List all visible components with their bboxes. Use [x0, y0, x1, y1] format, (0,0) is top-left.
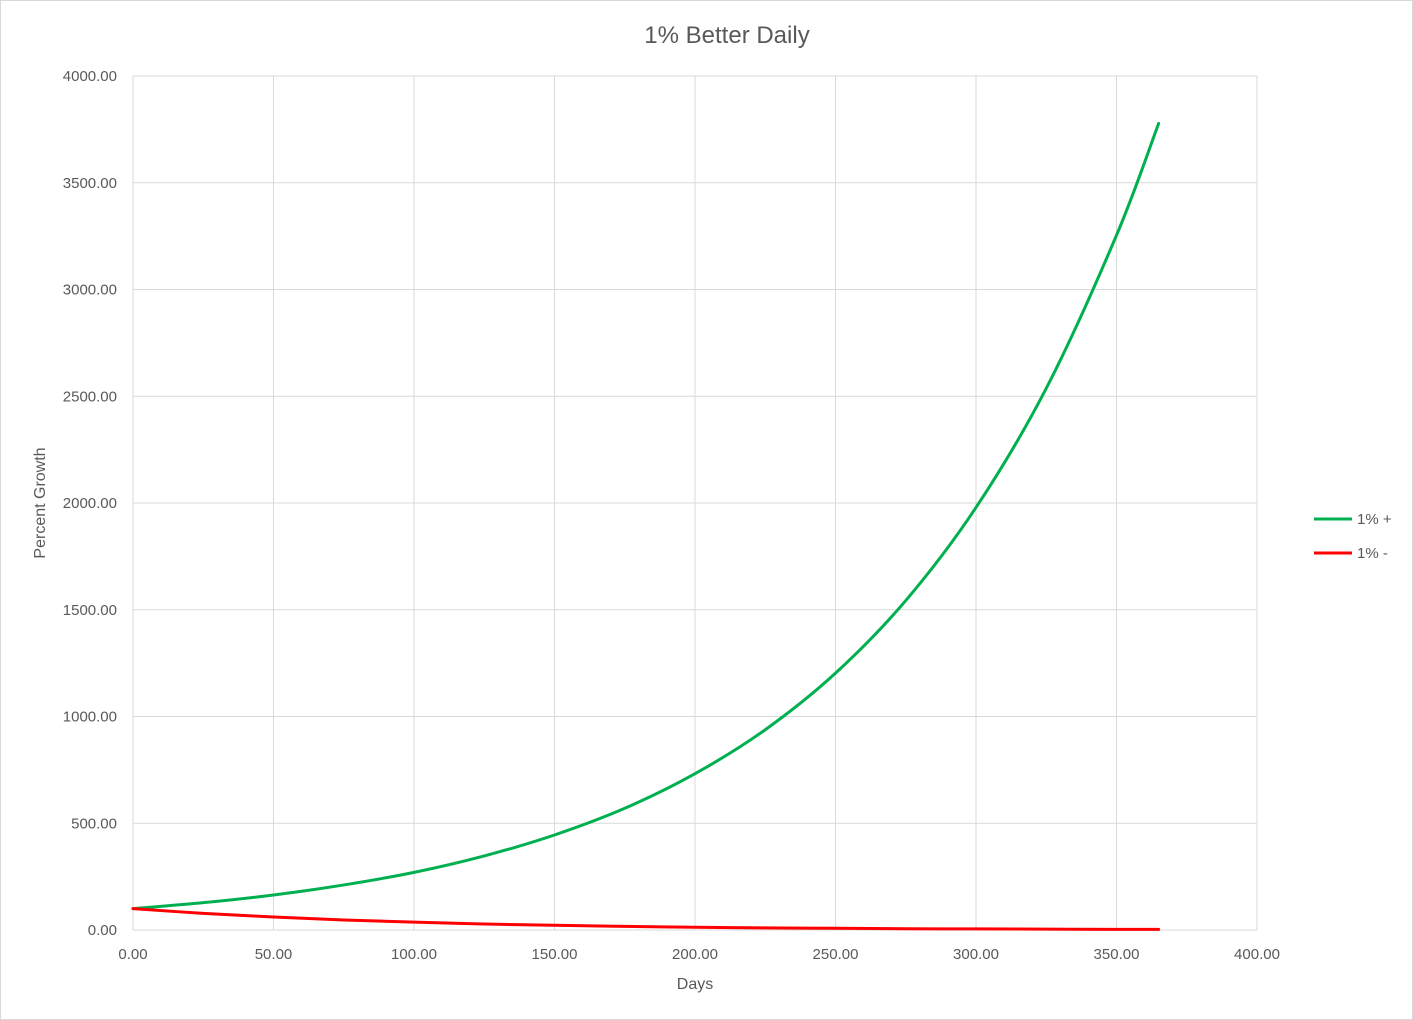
x-tick-label: 400.00 [1234, 946, 1280, 963]
grid-layer [132, 75, 1258, 931]
x-tick-label: 50.00 [255, 946, 293, 963]
y-tick-label: 3000.00 [63, 282, 117, 299]
y-tick-label: 3500.00 [63, 175, 117, 192]
y-axis-title: Percent Growth [32, 447, 49, 558]
x-tick-label: 350.00 [1094, 946, 1140, 963]
x-tick-label: 300.00 [953, 946, 999, 963]
series-line-1 [131, 121, 1161, 911]
x-tick-label: 100.00 [391, 946, 437, 963]
y-axis-ticks: 0.00 500.00 1000.00 1500.00 2000.00 2500.00 30… [63, 68, 117, 939]
y-tick-label: 2500.00 [63, 388, 117, 405]
legend-label: 1% - [1357, 545, 1388, 562]
legend: 1% + 1% - [1314, 511, 1392, 562]
x-axis-title: Days [677, 976, 713, 993]
y-tick-label: 1500.00 [63, 602, 117, 619]
x-tick-label: 150.00 [532, 946, 578, 963]
x-tick-label: 250.00 [813, 946, 859, 963]
y-tick-label: 1000.00 [63, 709, 117, 726]
chart-title: 1% Better Daily [644, 22, 809, 49]
series-layer [131, 121, 1161, 931]
x-axis-ticks: 0.00 50.00 100.00 150.00 200.00 250.00 300.00 3… [118, 946, 1280, 963]
legend-label: 1% + [1357, 511, 1392, 528]
x-tick-label: 0.00 [118, 946, 147, 963]
y-tick-label: 4000.00 [63, 68, 117, 85]
series-line-2 [131, 907, 1161, 931]
x-tick-label: 200.00 [672, 946, 718, 963]
y-tick-label: 0.00 [88, 922, 117, 939]
y-tick-label: 500.00 [71, 815, 117, 832]
y-tick-label: 2000.00 [63, 495, 117, 512]
